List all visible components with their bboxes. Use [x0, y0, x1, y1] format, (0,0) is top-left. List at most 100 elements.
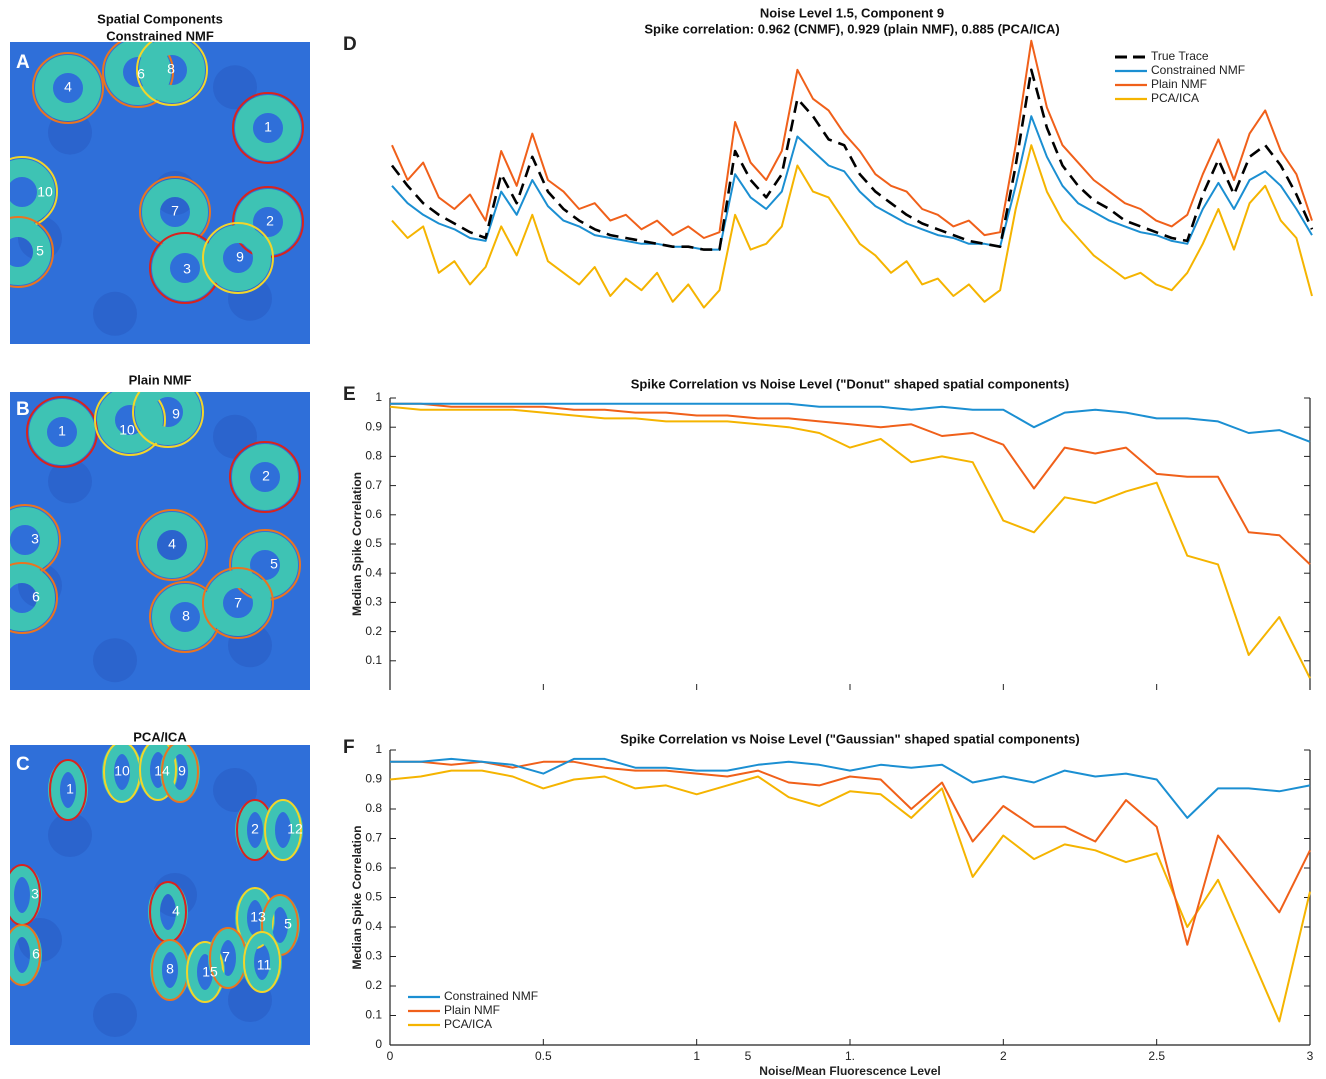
y-tick-label: 1 — [375, 742, 382, 756]
component-label: 15 — [202, 964, 218, 980]
component-label: 5 — [270, 556, 278, 572]
spatial-panel — [10, 42, 310, 344]
component-donut — [150, 940, 190, 1000]
y-tick-label: 1 — [375, 390, 382, 404]
component-donut — [139, 512, 205, 578]
data-line — [390, 402, 1311, 566]
component-donut — [10, 925, 42, 985]
data-line — [391, 144, 1313, 309]
component-contour — [161, 745, 199, 803]
x-tick-label: 3 — [1307, 1049, 1314, 1063]
heatmap-shade — [93, 291, 137, 336]
legend-label: Constrained NMF — [444, 989, 538, 1003]
component-label: 7 — [222, 949, 230, 965]
component-donut — [105, 42, 171, 105]
heatmap-shade — [48, 459, 92, 504]
component-donut — [102, 745, 142, 802]
x-tick-label: 0.5 — [535, 1049, 552, 1063]
component-donut — [160, 745, 200, 802]
component-contour — [49, 759, 87, 821]
heatmap-shade — [48, 813, 92, 857]
component-label: 10 — [119, 422, 135, 438]
panel-title: PCA/ICA — [133, 729, 187, 744]
component-label: 2 — [262, 468, 270, 484]
y-tick-label: 0.8 — [365, 801, 382, 815]
component-donut — [35, 55, 101, 121]
y-tick-label: 0.9 — [365, 419, 382, 433]
legend-label: Constrained NMF — [1151, 63, 1245, 77]
component-contour — [139, 745, 177, 801]
component-donut — [10, 159, 55, 225]
component-donut — [205, 570, 271, 636]
y-tick-label: 0.5 — [365, 536, 382, 550]
heatmap-shade — [213, 768, 257, 812]
component-label: 14 — [154, 763, 170, 779]
data-line — [390, 68, 1314, 251]
panel-letter: C — [16, 754, 30, 775]
component-donut — [142, 179, 208, 245]
panel-letter: D — [343, 34, 357, 55]
component-label: 5 — [36, 243, 44, 259]
component-contour — [132, 392, 204, 448]
component-contour — [243, 931, 281, 993]
component-label: 10 — [37, 184, 53, 200]
component-label: 6 — [137, 66, 145, 82]
component-contour — [10, 924, 41, 986]
component-donut — [29, 399, 95, 465]
y-tick-label: 0.4 — [365, 919, 382, 933]
component-label: 1 — [58, 423, 66, 439]
panel-letter: A — [16, 52, 30, 73]
legend-label: True Trace — [1151, 49, 1209, 63]
heatmap-shade — [213, 65, 257, 110]
component-donut — [10, 219, 51, 285]
component-donut — [263, 800, 303, 860]
y-tick-label: 0.3 — [365, 949, 382, 963]
component-label: 13 — [250, 909, 266, 925]
data-line — [390, 402, 1311, 443]
spatial-panel — [10, 745, 310, 1045]
spatial-panel — [10, 392, 310, 690]
panel-letter: B — [16, 399, 30, 420]
component-label: 2 — [251, 821, 259, 837]
y-tick-label: 0.7 — [365, 831, 382, 845]
y-tick-label: 0.4 — [365, 565, 382, 579]
data-line — [389, 405, 1311, 679]
component-contour — [32, 52, 104, 124]
component-donut — [148, 882, 188, 942]
heatmap-shade — [93, 993, 137, 1037]
x-axis-label: Noise/Mean Fluorescence Level — [759, 1064, 940, 1078]
panel-title: Plain NMF — [129, 372, 192, 387]
data-line — [390, 760, 1311, 946]
y-tick-label: 0.2 — [365, 624, 382, 638]
component-label: 3 — [31, 886, 39, 902]
y-tick-label: 0.5 — [365, 890, 382, 904]
y-axis-label: Median Spike Correlation — [350, 825, 364, 969]
y-tick-label: 0.6 — [365, 860, 382, 874]
component-contour — [229, 441, 301, 513]
data-line — [391, 39, 1313, 239]
legend-label: Plain NMF — [444, 1003, 500, 1017]
component-contour — [202, 567, 274, 639]
component-label: 1 — [264, 119, 272, 135]
component-donut — [48, 760, 88, 820]
component-label: 1 — [66, 781, 74, 797]
component-label: 2 — [266, 213, 274, 229]
component-contour — [10, 562, 58, 634]
component-label: 3 — [31, 531, 39, 547]
component-contour — [264, 799, 302, 861]
y-tick-label: 0.7 — [365, 478, 382, 492]
component-label: 8 — [167, 61, 175, 77]
component-label: 10 — [114, 763, 130, 779]
component-contour — [232, 92, 304, 164]
component-donut — [205, 225, 271, 291]
y-tick-label: 0.2 — [365, 978, 382, 992]
x-tick-label: 0 — [387, 1049, 394, 1063]
component-label: 4 — [64, 79, 72, 95]
component-label: 9 — [236, 249, 244, 265]
y-axis-label: Median Spike Correlation — [350, 472, 364, 616]
component-label: 6 — [32, 946, 40, 962]
component-contour — [10, 216, 54, 288]
component-label: 9 — [172, 406, 180, 422]
legend-label: Plain NMF — [1151, 77, 1207, 91]
